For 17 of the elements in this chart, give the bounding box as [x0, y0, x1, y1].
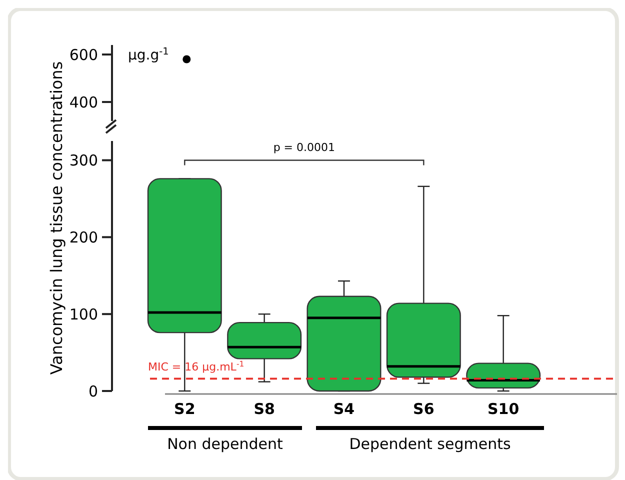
y-tick-label: 100 [69, 305, 98, 324]
y-tick-label: 0 [88, 382, 98, 400]
text: Dependent segments [349, 435, 511, 453]
y-tick-label: 600 [69, 46, 98, 64]
y-tick-label: 300 [69, 151, 98, 170]
y-axis-title: Vancomycin lung tissue concentrations [47, 61, 66, 375]
ref-line-label: MIC = 16 µg.mL$^{-1}$ [148, 359, 244, 374]
annotation: p = 0.0001 [273, 141, 336, 154]
text: Non dependent [167, 435, 284, 453]
y-tick-label: 400 [69, 93, 98, 112]
x-tick-label: S6 [413, 400, 434, 418]
x-tick-label: S4 [333, 400, 355, 418]
y-tick-label: 200 [69, 228, 98, 246]
x-tick-label: S2 [174, 400, 196, 418]
x-tick-label: S8 [254, 400, 275, 418]
annotation: µg.g$^{-1}$ [128, 46, 169, 64]
x-tick-label: S10 [488, 400, 520, 418]
